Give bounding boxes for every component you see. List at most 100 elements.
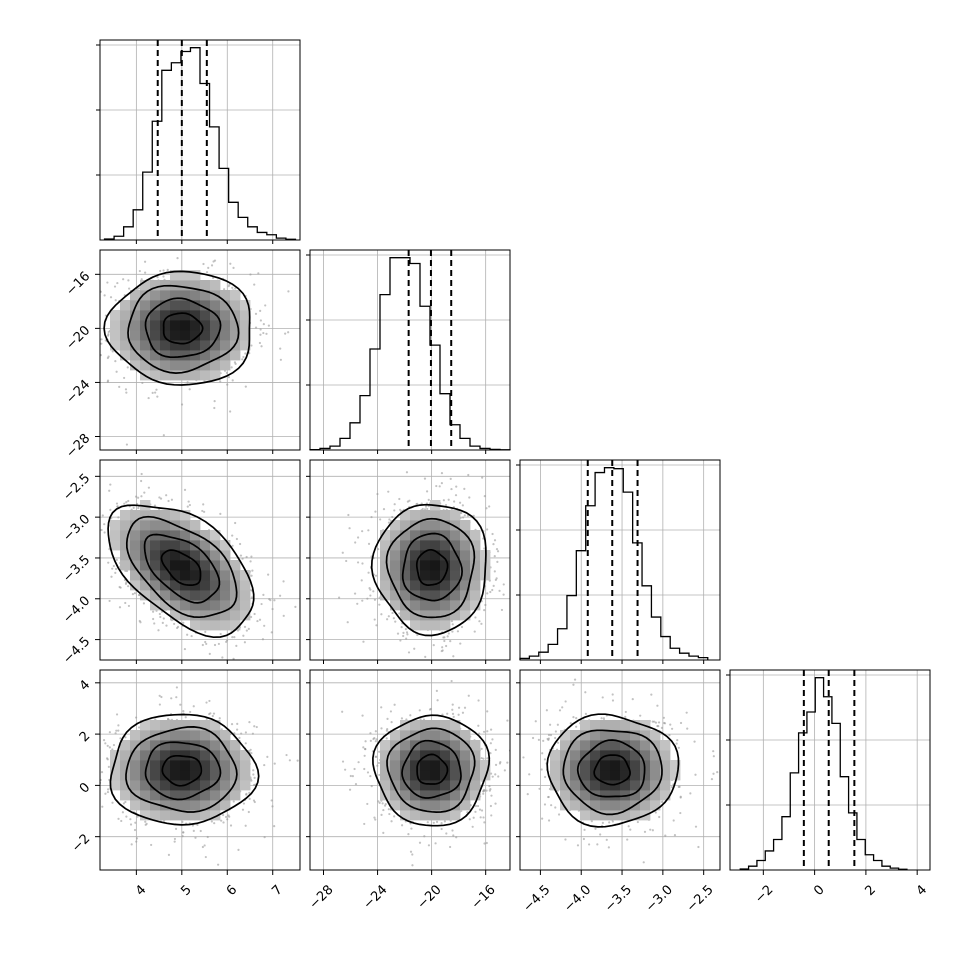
sample-point [262, 331, 265, 335]
density-bin [170, 600, 181, 611]
density-bin [210, 620, 221, 631]
sample-point [716, 771, 719, 774]
density-bin [400, 530, 411, 541]
sample-point [656, 724, 659, 728]
density-bin [140, 330, 151, 341]
density-bin [410, 580, 421, 591]
density-bin [480, 760, 491, 771]
contour-level-3 [372, 714, 491, 827]
density-bin [230, 330, 241, 341]
sample-point [125, 501, 128, 504]
density-bin [210, 300, 221, 311]
sample-point [451, 703, 454, 706]
density-bin [190, 600, 201, 611]
density-bin [430, 810, 441, 821]
sample-point [460, 809, 463, 813]
sample-point [626, 838, 629, 841]
sample-point [162, 275, 165, 278]
sample-point [115, 370, 118, 373]
sample-point [590, 820, 593, 823]
sample-point [569, 722, 572, 725]
density-bin [410, 790, 421, 801]
density-bin [460, 520, 471, 531]
sample-point [87, 802, 89, 804]
sample-point [482, 816, 485, 819]
sample-point [136, 815, 139, 818]
sample-point [270, 631, 273, 634]
sample-point [150, 843, 153, 847]
sample-point [95, 812, 97, 814]
density-bin [110, 320, 121, 331]
density-bin [660, 770, 671, 781]
sample-point [435, 484, 438, 488]
sample-point [250, 555, 253, 558]
density-bin [220, 610, 231, 621]
sample-point [284, 332, 287, 335]
density-bin [440, 530, 451, 541]
density-bin [240, 320, 251, 331]
sample-point [233, 636, 236, 639]
sample-point [442, 636, 445, 639]
sample-point [360, 579, 363, 582]
sample-point [427, 844, 431, 847]
density-bin [420, 510, 431, 521]
sample-point [199, 829, 202, 833]
sample-point [273, 599, 276, 602]
density-bin [130, 800, 141, 811]
sample-point [363, 822, 366, 826]
sample-point [249, 273, 252, 276]
density-bin [200, 280, 211, 291]
sample-point [250, 574, 253, 577]
density-bin [420, 730, 431, 741]
sample-point [387, 490, 390, 493]
sample-point [375, 738, 378, 741]
sample-point [208, 699, 211, 703]
density-bin [550, 780, 561, 791]
density-bin [220, 590, 231, 601]
density-bin [200, 730, 211, 741]
ytick-label: −2.5 [60, 471, 93, 504]
sample-point [369, 732, 372, 735]
density-bin [430, 780, 441, 791]
sample-point [135, 837, 139, 840]
density-bin [560, 750, 571, 761]
sample-point [122, 802, 126, 805]
density-bin [200, 300, 211, 311]
sample-point [266, 755, 269, 758]
sample-point [447, 498, 450, 501]
sample-point [557, 813, 561, 816]
contour-level-2 [125, 515, 238, 619]
density-bin [190, 370, 201, 381]
density-bin [390, 790, 401, 801]
sample-point [642, 861, 645, 864]
sample-point [108, 489, 111, 492]
histogram-step-1 [309, 257, 511, 451]
density-bin [140, 810, 151, 821]
density-bin [400, 510, 411, 521]
density-bin [430, 610, 441, 621]
sample-point [97, 296, 99, 298]
sample-point [296, 759, 299, 762]
sample-point [244, 731, 247, 734]
sample-point [256, 619, 259, 623]
sample-point [485, 507, 488, 510]
sample-point [116, 281, 119, 285]
sample-point [547, 795, 550, 799]
density-bin [200, 750, 211, 761]
density-bin [230, 610, 241, 621]
density-bin [210, 600, 221, 611]
sample-point [254, 312, 258, 315]
sample-point [503, 769, 506, 772]
sample-point [649, 828, 652, 831]
density-bin [410, 730, 421, 741]
sample-point [294, 605, 297, 608]
sample-point [235, 537, 238, 541]
density-bin [160, 760, 171, 771]
sample-point [400, 717, 404, 720]
density-bin [230, 740, 241, 751]
sample-point [38, 314, 40, 316]
density-bin [390, 580, 401, 591]
density-bin [200, 580, 211, 591]
density-bin [220, 750, 231, 761]
